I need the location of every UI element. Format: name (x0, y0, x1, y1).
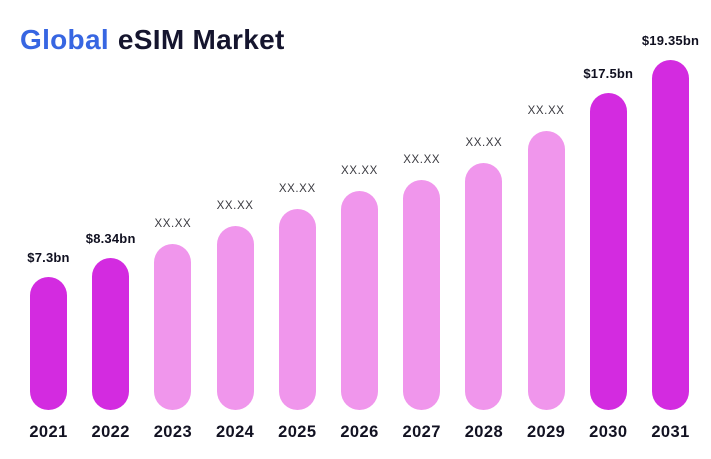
bar-2024 (216, 226, 254, 410)
x-axis-label-2024: 2024 (215, 423, 255, 441)
bar-value-label-2025: XX.XX (278, 183, 316, 195)
bar-value-label-2031: $19.35bn (641, 33, 700, 48)
bar-2031 (652, 60, 689, 410)
bar-value-label-2028: XX.XX (465, 137, 503, 149)
x-axis-label-2022: 2022 (91, 423, 130, 441)
bar-2030 (589, 93, 627, 410)
bar-2028 (465, 163, 503, 410)
bar-value-label-2022: $8.34bn (85, 231, 136, 246)
bar-value-label-2026: XX.XX (341, 165, 378, 177)
page-title: Global eSIM Market (20, 24, 285, 56)
bar-value-label-2027: XX.XX (403, 154, 441, 166)
bar-value-label-2024: XX.XX (216, 200, 254, 212)
bar-value-label-2030: $17.5bn (583, 66, 634, 81)
x-axis-label-2027: 2027 (402, 423, 441, 441)
bar-2029 (527, 131, 565, 410)
x-axis-label-2031: 2031 (651, 423, 690, 441)
bar-value-label-2021: $7.3bn (27, 250, 70, 265)
x-axis-label-2021: 2021 (29, 423, 68, 441)
title-rest: eSIM Market (117, 24, 285, 55)
bar-2025 (278, 209, 316, 410)
x-axis-label-2030: 2030 (589, 423, 628, 441)
bar-2023 (154, 244, 192, 410)
bar-2021 (30, 277, 67, 410)
bar-value-label-2029: XX.XX (527, 105, 565, 117)
x-axis-label-2026: 2026 (340, 423, 379, 441)
x-axis-label-2028: 2028 (464, 423, 504, 441)
bar-value-label-2023: XX.XX (154, 218, 192, 230)
x-axis-label-2025: 2025 (278, 423, 317, 441)
bar-2027 (403, 180, 441, 410)
bar-2026 (341, 191, 378, 410)
x-axis-label-2029: 2029 (526, 423, 566, 441)
bar-2022 (92, 258, 130, 410)
title-highlight: Global (20, 24, 109, 55)
x-axis-label-2023: 2023 (153, 423, 193, 441)
